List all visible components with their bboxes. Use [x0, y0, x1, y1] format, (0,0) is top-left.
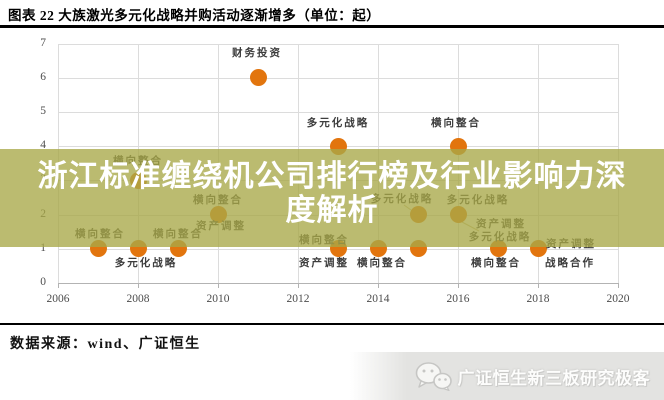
watermark-line1: 浙江标准缠绕机公司排行榜及行业影响力深 — [37, 160, 627, 193]
x-tick-label: 2018 — [526, 293, 550, 305]
y-tick-label: 5 — [40, 105, 46, 117]
point-label: 战略合作 — [545, 257, 595, 269]
point-label: 横向整合 — [357, 257, 407, 269]
x-axis-tick — [458, 284, 459, 288]
x-tick-label: 2014 — [366, 293, 390, 305]
chart-title: 图表 22 大族激光多元化战略并购活动逐渐增多（单位：起） — [8, 8, 381, 23]
point-label: 财务投资 — [232, 47, 282, 59]
gridline-horizontal — [58, 112, 618, 113]
x-axis-tick — [218, 284, 219, 288]
y-tick-label: 6 — [40, 70, 46, 83]
brand-name: 广证恒生新三板研究极客 — [457, 368, 650, 388]
x-tick-label: 2006 — [46, 293, 70, 305]
x-axis-tick — [138, 284, 139, 288]
x-axis-tick — [298, 284, 299, 288]
x-tick-label: 2012 — [286, 293, 310, 305]
y-tick-label: 4 — [40, 139, 46, 152]
data-source-note: 数据来源：wind、广证恒生 — [10, 337, 201, 352]
point-label: 横向整合 — [471, 257, 521, 269]
x-tick-label: 2008 — [126, 293, 150, 305]
x-axis-tick — [378, 284, 379, 288]
x-axis-tick — [618, 284, 619, 288]
title-divider — [0, 25, 664, 28]
x-tick-label: 2010 — [206, 293, 230, 305]
y-tick-label: 1 — [40, 241, 46, 254]
x-axis-tick — [58, 284, 59, 288]
brand-watermark: 广证恒生新三板研究极客 — [350, 352, 664, 400]
gridline-horizontal — [58, 43, 618, 45]
gridline-horizontal — [58, 77, 618, 79]
source-divider — [0, 323, 664, 325]
y-tick-label: 7 — [40, 36, 46, 49]
x-tick-label: 2016 — [446, 293, 470, 305]
point-label: 资产调整 — [299, 257, 349, 269]
data-point — [249, 69, 267, 87]
point-label: 横向整合 — [431, 118, 481, 130]
watermark-line2: 度解析 — [285, 194, 379, 227]
y-tick-label: 0 — [40, 276, 46, 288]
x-axis-tick — [538, 284, 539, 288]
wechat-icon — [415, 362, 452, 391]
x-tick-label: 2020 — [606, 293, 630, 305]
x-axis-line — [58, 283, 619, 284]
point-label: 多元化战略 — [306, 118, 370, 130]
point-label: 多元化战略 — [114, 257, 178, 269]
watermark-overlay: 浙江标准缠绕机公司排行榜及行业影响力深 度解析 — [0, 149, 664, 247]
